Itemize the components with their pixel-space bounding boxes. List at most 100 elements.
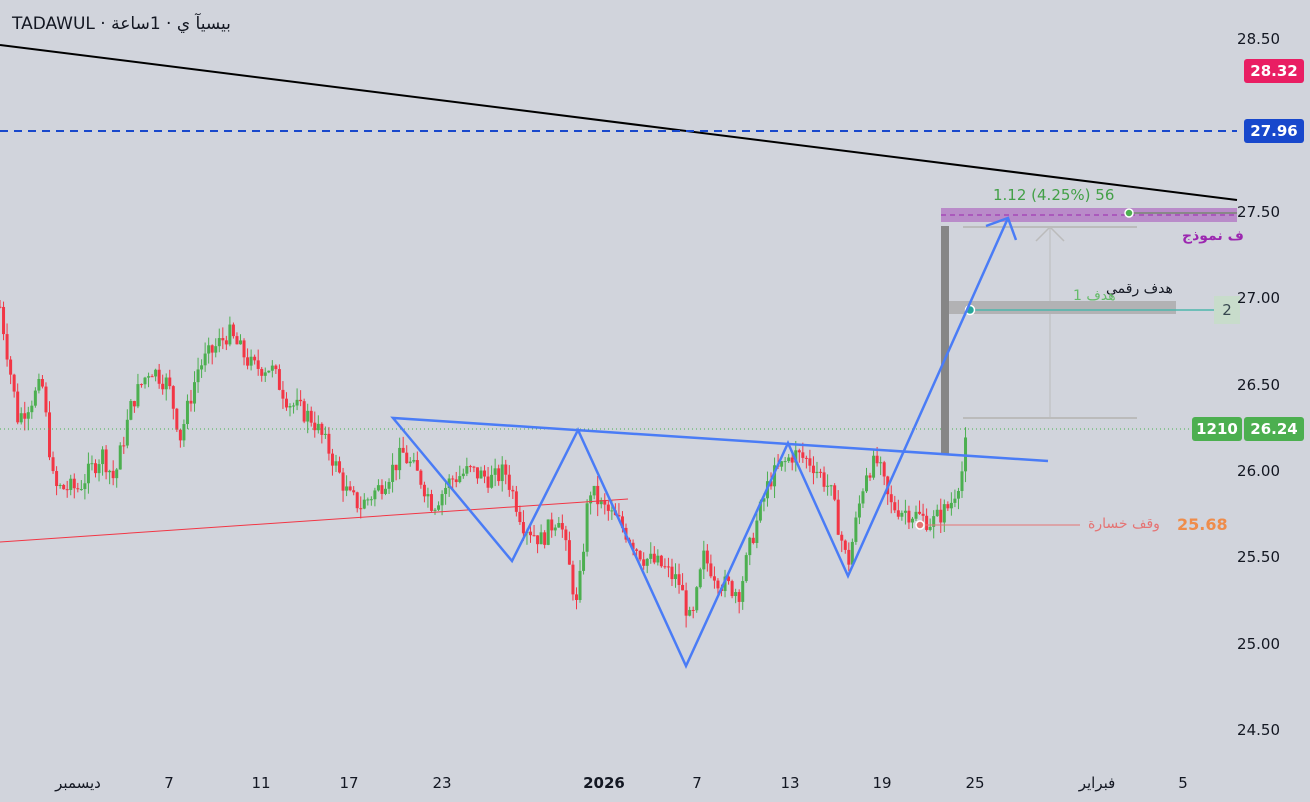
- candle: [260, 368, 264, 376]
- candle: [698, 569, 702, 588]
- candle: [465, 466, 469, 474]
- price-chart[interactable]: [0, 0, 1240, 802]
- candle: [2, 306, 6, 335]
- candle: [79, 489, 83, 491]
- candle: [320, 423, 324, 435]
- candle: [557, 523, 561, 528]
- candle: [249, 356, 253, 366]
- candle: [872, 455, 876, 478]
- candle: [875, 455, 879, 464]
- candle: [857, 503, 861, 518]
- candle: [359, 508, 363, 510]
- candle: [203, 353, 207, 366]
- candle: [200, 365, 204, 370]
- candle: [196, 369, 200, 383]
- candle: [811, 465, 815, 474]
- candle: [553, 527, 557, 531]
- target-handle[interactable]: [1124, 208, 1134, 218]
- candle: [935, 509, 939, 517]
- candle: [783, 461, 787, 463]
- candle: [896, 510, 900, 517]
- candle: [829, 485, 833, 487]
- candle: [26, 412, 30, 419]
- candle: [748, 537, 752, 556]
- candle: [603, 500, 607, 505]
- candle: [62, 484, 66, 490]
- measure-bar: [941, 226, 949, 454]
- candle: [369, 499, 373, 501]
- candle: [787, 457, 791, 462]
- candle: [292, 405, 296, 407]
- candle: [40, 379, 44, 387]
- candle: [125, 419, 129, 446]
- candle: [864, 475, 868, 492]
- candle: [394, 464, 398, 471]
- candle: [539, 532, 543, 545]
- candle: [9, 359, 13, 375]
- candle: [468, 466, 472, 468]
- candle: [330, 453, 334, 466]
- candle: [76, 488, 80, 490]
- price-tick: 26.00: [1237, 461, 1280, 480]
- candle: [822, 472, 826, 487]
- candle: [182, 424, 186, 441]
- candle: [804, 457, 808, 459]
- target1-zone[interactable]: [949, 301, 1176, 314]
- candle: [677, 574, 681, 585]
- candle: [716, 580, 720, 589]
- candle: [384, 488, 388, 494]
- candle: [288, 406, 292, 408]
- time-tick: 7: [692, 774, 702, 792]
- candle: [154, 369, 158, 377]
- candle: [302, 401, 306, 422]
- candle: [773, 465, 777, 487]
- inverse-head-shoulders-pattern[interactable]: [390, 217, 1049, 670]
- candle: [104, 449, 108, 473]
- candle: [412, 460, 416, 462]
- candle: [645, 558, 649, 566]
- candle: [143, 377, 147, 385]
- candle: [819, 471, 823, 473]
- candle: [323, 433, 327, 435]
- candle: [843, 540, 847, 550]
- candle: [415, 460, 419, 471]
- time-tick: فبراير: [1078, 774, 1116, 792]
- candle: [108, 470, 112, 473]
- support-trendline[interactable]: [0, 498, 629, 543]
- candle: [58, 484, 62, 487]
- price-tick: 25.00: [1237, 634, 1280, 653]
- long-trendline[interactable]: [0, 44, 1238, 201]
- candle: [444, 487, 448, 495]
- candle: [228, 324, 232, 345]
- candle: [521, 522, 525, 534]
- time-tick: 5: [1178, 774, 1188, 792]
- candle: [93, 463, 97, 474]
- candle: [953, 498, 957, 503]
- candle: [514, 491, 518, 512]
- candle: [380, 485, 384, 494]
- candle: [309, 410, 313, 423]
- candle: [185, 400, 189, 425]
- candle: [681, 584, 685, 591]
- candle: [69, 478, 73, 490]
- candle: [132, 401, 136, 407]
- candle: [19, 413, 23, 423]
- last-price-badge: 26.24: [1244, 417, 1304, 441]
- candle: [893, 502, 897, 511]
- candle: [129, 401, 133, 420]
- candle: [599, 500, 603, 505]
- candle: [582, 551, 586, 571]
- candle: [267, 370, 271, 373]
- stop-loss-handle[interactable]: [915, 520, 925, 530]
- candle: [635, 549, 639, 551]
- time-tick: 17: [339, 774, 359, 792]
- candle: [72, 478, 76, 489]
- candle: [815, 471, 819, 474]
- candle: [419, 470, 423, 485]
- candle: [847, 549, 851, 565]
- candle: [946, 504, 950, 509]
- stop-loss-label: وقف خسارة: [1088, 516, 1160, 532]
- candle: [578, 570, 582, 600]
- measure-label: 1.12 (4.25%) 56: [993, 186, 1115, 204]
- candle: [652, 553, 656, 563]
